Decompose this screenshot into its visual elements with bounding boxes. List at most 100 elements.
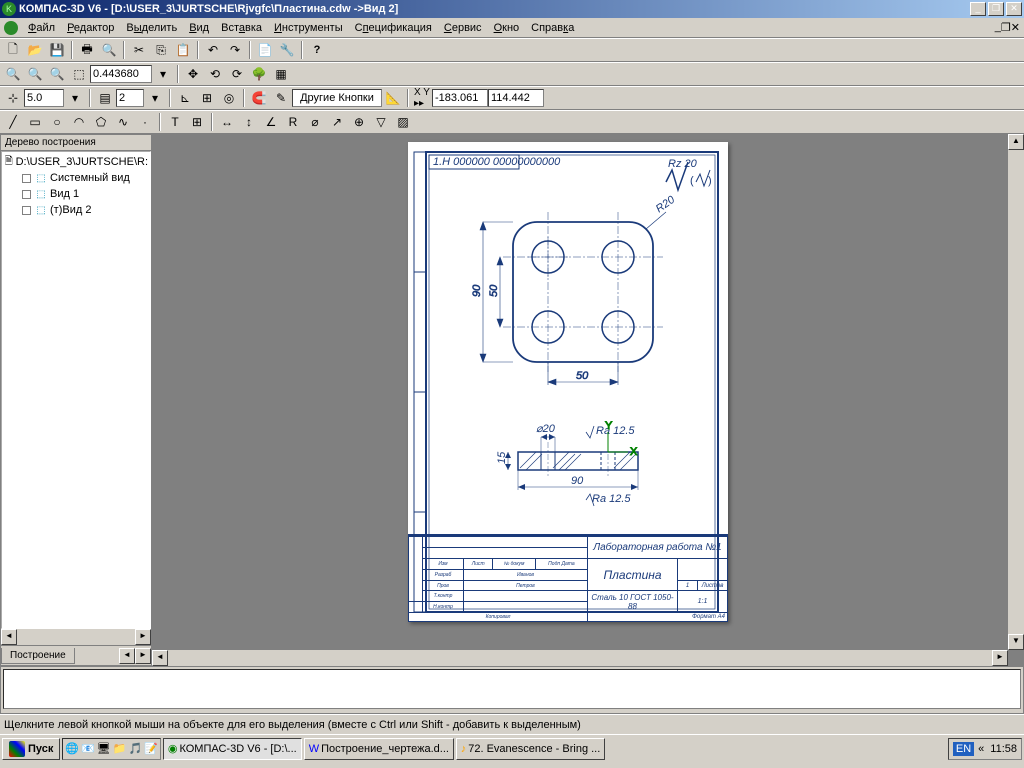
text-button[interactable]: T	[164, 112, 186, 132]
start-button[interactable]: Пуск	[2, 738, 60, 760]
menu-select[interactable]: Выделить	[120, 20, 183, 36]
layer-button[interactable]: ▤	[94, 88, 116, 108]
layer-dropdown[interactable]: ▾	[144, 88, 166, 108]
dim-angle-button[interactable]: ∠	[260, 112, 282, 132]
menu-tools[interactable]: Инструменты	[268, 20, 349, 36]
redraw-button[interactable]: ⟳	[226, 64, 248, 84]
layer-input[interactable]	[116, 89, 144, 107]
menu-help[interactable]: Справка	[525, 20, 580, 36]
clock[interactable]: 11:58	[990, 743, 1017, 755]
ruler-button[interactable]: 📐	[382, 88, 404, 108]
scroll-right-button[interactable]: ►	[992, 650, 1008, 666]
osnap-button[interactable]: ◎	[218, 88, 240, 108]
draw-arc-button[interactable]: ◠	[68, 112, 90, 132]
layers-button[interactable]: ▦	[270, 64, 292, 84]
undo-button[interactable]: ↶	[202, 40, 224, 60]
task-kompas[interactable]: ◉КОМПАС-3D V6 - [D:\...	[163, 738, 302, 760]
restore-button[interactable]: ❐	[988, 2, 1004, 16]
cut-button[interactable]: ✂	[128, 40, 150, 60]
expand-icon[interactable]	[22, 174, 31, 183]
menu-edit[interactable]: Редактор	[61, 20, 120, 36]
props-button[interactable]: 📄	[254, 40, 276, 60]
zoom-input[interactable]	[90, 65, 152, 83]
scroll-left-button[interactable]: ◄	[1, 629, 17, 645]
open-button[interactable]: 📂	[24, 40, 46, 60]
expand-icon[interactable]	[22, 206, 31, 215]
tree-item-view1[interactable]: ⬚ Вид 1	[4, 186, 148, 202]
coord-x-input[interactable]	[432, 89, 488, 107]
expand-icon[interactable]	[22, 190, 31, 199]
close-button[interactable]: ✕	[1006, 2, 1022, 16]
tree-button[interactable]: 🌳	[248, 64, 270, 84]
hatch-button[interactable]: ▨	[392, 112, 414, 132]
menu-insert[interactable]: Вставка	[215, 20, 268, 36]
dim-diam-button[interactable]: ⌀	[304, 112, 326, 132]
task-word[interactable]: WПостроение_чертежа.d...	[304, 738, 454, 760]
scroll-left-button[interactable]: ◄	[152, 650, 168, 666]
dim-radius-button[interactable]: R	[282, 112, 304, 132]
menu-view[interactable]: Вид	[183, 20, 215, 36]
new-button[interactable]: 🗋	[2, 40, 24, 60]
snap-input[interactable]	[24, 89, 64, 107]
paste-button[interactable]: 📋	[172, 40, 194, 60]
table-button[interactable]: ⊞	[186, 112, 208, 132]
tree-body[interactable]: 🗎 D:\USER_3\JURTSCHE\R: ⬚ Системный вид …	[1, 151, 151, 629]
ql-icon[interactable]: 🖥	[97, 742, 111, 755]
system-tray[interactable]: EN « 11:58	[948, 738, 1022, 760]
redo-button[interactable]: ↷	[224, 40, 246, 60]
draw-poly-button[interactable]: ⬠	[90, 112, 112, 132]
save-button[interactable]: 💾	[46, 40, 68, 60]
tab-scroll-left[interactable]: ◄	[119, 648, 135, 664]
surface-button[interactable]: ▽	[370, 112, 392, 132]
tab-scroll-right[interactable]: ►	[135, 648, 151, 664]
property-input[interactable]	[3, 669, 1021, 709]
hscroll[interactable]: ◄ ►	[152, 650, 1008, 666]
vars-button[interactable]: 🔧	[276, 40, 298, 60]
copy-button[interactable]: ⎘	[150, 40, 172, 60]
draw-line-button[interactable]: ╱	[2, 112, 24, 132]
other-buttons[interactable]: Другие Кнопки	[292, 89, 382, 107]
lang-indicator[interactable]: EN	[953, 742, 974, 756]
ql-icon[interactable]: 🎵	[128, 742, 142, 755]
menu-window[interactable]: Окно	[488, 20, 526, 36]
scroll-up-button[interactable]: ▲	[1008, 134, 1024, 150]
draw-point-button[interactable]: ·	[134, 112, 156, 132]
ql-icon[interactable]: 🌐	[65, 742, 79, 755]
menu-file[interactable]: Файл	[22, 20, 61, 36]
pan-button[interactable]: ✥	[182, 64, 204, 84]
menu-service[interactable]: Сервис	[438, 20, 488, 36]
tolerance-button[interactable]: ⊕	[348, 112, 370, 132]
ortho-button[interactable]: ⊾	[174, 88, 196, 108]
dim-h-button[interactable]: ↔	[216, 112, 238, 132]
print-button[interactable]: 🖶	[76, 40, 98, 60]
draw-spline-button[interactable]: ∿	[112, 112, 134, 132]
draw-rect-button[interactable]: ▭	[24, 112, 46, 132]
grid-button[interactable]: ⊞	[196, 88, 218, 108]
dim-v-button[interactable]: ↕	[238, 112, 260, 132]
minimize-button[interactable]: _	[970, 2, 986, 16]
zoom-in-button[interactable]: 🔍	[24, 64, 46, 84]
ql-icon[interactable]: 📁	[113, 742, 127, 755]
coord-y-input[interactable]	[488, 89, 544, 107]
zoom-window-button[interactable]: ⬚	[68, 64, 90, 84]
ql-icon[interactable]: 📝	[144, 742, 158, 755]
tab-build[interactable]: Построение	[1, 648, 75, 664]
tray-icon[interactable]: «	[978, 743, 984, 755]
draw-circle-button[interactable]: ○	[46, 112, 68, 132]
zoom-dropdown[interactable]: ▾	[152, 64, 174, 84]
canvas[interactable]: 1.Н 000000 00000000000 Rz 20 ( )	[152, 134, 1024, 666]
snap-button[interactable]: ⊹	[2, 88, 24, 108]
magnet-button[interactable]: 🧲	[248, 88, 270, 108]
task-winamp[interactable]: ♪72. Evanescence - Bring ...	[456, 738, 606, 760]
zoom-all-button[interactable]: 🔍	[2, 64, 24, 84]
scroll-right-button[interactable]: ►	[135, 629, 151, 645]
preview-button[interactable]: 🔍	[98, 40, 120, 60]
tree-scroll[interactable]: ◄ ►	[1, 629, 151, 645]
ql-icon[interactable]: 📧	[81, 742, 95, 755]
rotate-button[interactable]: ⟲	[204, 64, 226, 84]
menu-spec[interactable]: Спецификация	[349, 20, 438, 36]
tree-item-system-view[interactable]: ⬚ Системный вид	[4, 170, 148, 186]
tree-item-view2[interactable]: ⬚ (т)Вид 2	[4, 202, 148, 218]
mdi-restore-button[interactable]: ❐	[1001, 21, 1011, 34]
mdi-close-button[interactable]: ✕	[1011, 21, 1020, 34]
